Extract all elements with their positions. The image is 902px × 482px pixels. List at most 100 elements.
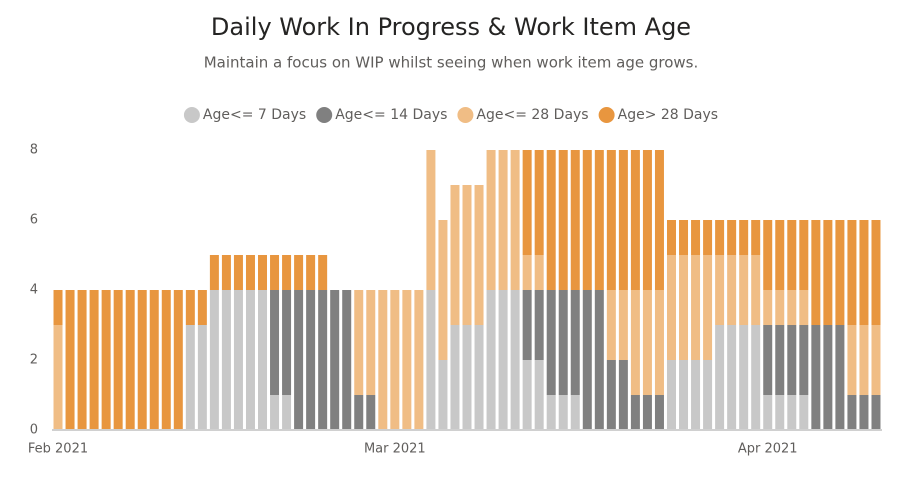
y-tick-label: 2 bbox=[30, 353, 38, 368]
legend-label: Age<= 28 Days bbox=[476, 107, 588, 123]
legend-marker bbox=[457, 107, 474, 123]
bar-segment bbox=[654, 395, 664, 430]
bar-segment bbox=[65, 290, 75, 430]
bar-segment bbox=[666, 255, 676, 360]
bar-segment bbox=[462, 325, 472, 430]
bar-segment bbox=[498, 150, 508, 290]
bar-segment bbox=[763, 220, 773, 290]
bar-segment bbox=[799, 395, 809, 430]
bar-segment bbox=[209, 290, 219, 430]
bar-segment bbox=[282, 290, 292, 395]
bar-segment bbox=[113, 290, 123, 430]
bar-segment bbox=[197, 325, 207, 430]
bar-segment bbox=[294, 255, 304, 290]
bar-segment bbox=[366, 395, 376, 430]
bar-segment bbox=[270, 255, 280, 290]
bar-segment bbox=[318, 255, 328, 290]
bar-segment bbox=[654, 150, 664, 290]
bar-segment bbox=[570, 290, 580, 395]
chart-title: Daily Work In Progress & Work Item Age bbox=[211, 13, 691, 41]
bar-segment bbox=[703, 220, 713, 255]
bar-segment bbox=[739, 255, 749, 325]
bar-segment bbox=[125, 290, 135, 430]
bar-segment bbox=[546, 395, 556, 430]
bar-segment bbox=[89, 290, 99, 430]
bar-segment bbox=[679, 220, 689, 255]
legend-label: Age<= 14 Days bbox=[335, 107, 447, 123]
bar-segment bbox=[871, 220, 881, 325]
bar-segment bbox=[245, 290, 255, 430]
bar-segment bbox=[751, 325, 761, 430]
bar-segment bbox=[53, 290, 63, 325]
bar-segment bbox=[282, 395, 292, 430]
bar-segment bbox=[77, 290, 87, 430]
bar-segment bbox=[715, 255, 725, 325]
bar-segment bbox=[402, 290, 412, 430]
bar-segment bbox=[654, 290, 664, 395]
bar-segment bbox=[739, 220, 749, 255]
bar-segment bbox=[342, 290, 352, 430]
bar-segment bbox=[606, 150, 616, 290]
bar-segment bbox=[835, 220, 845, 325]
bar-segment bbox=[233, 290, 243, 430]
bar-segment bbox=[715, 220, 725, 255]
y-tick-label: 4 bbox=[30, 283, 38, 298]
bar-segment bbox=[823, 325, 833, 430]
bar-segment bbox=[775, 395, 785, 430]
bar-segment bbox=[751, 255, 761, 325]
bar-segment bbox=[787, 220, 797, 290]
bar-segment bbox=[161, 290, 171, 430]
bar-segment bbox=[522, 150, 532, 255]
bar-segment bbox=[209, 255, 219, 290]
bar-segment bbox=[474, 185, 484, 325]
bar-segment bbox=[510, 150, 520, 290]
bar-segment bbox=[582, 290, 592, 430]
bar-segment bbox=[859, 325, 869, 395]
bar-segment bbox=[618, 290, 628, 360]
bar-segment bbox=[823, 220, 833, 325]
bar-segment bbox=[378, 290, 388, 430]
bar-segment bbox=[282, 255, 292, 290]
bar-segment bbox=[606, 360, 616, 430]
bar-segment bbox=[847, 325, 857, 395]
bar-segment bbox=[558, 290, 568, 395]
bar-segment bbox=[522, 290, 532, 360]
bar-segment bbox=[245, 255, 255, 290]
bar-segment bbox=[775, 220, 785, 290]
bar-segment bbox=[294, 290, 304, 430]
bar-segment bbox=[258, 290, 268, 430]
bar-segment bbox=[522, 360, 532, 430]
bar-segment bbox=[570, 395, 580, 430]
bar-segment bbox=[811, 325, 821, 430]
bar-segment bbox=[510, 290, 520, 430]
bar-segment bbox=[306, 255, 316, 290]
bar-segment bbox=[306, 290, 316, 430]
bar-segment bbox=[270, 395, 280, 430]
bar-segment bbox=[450, 185, 460, 325]
bar-segment bbox=[787, 325, 797, 395]
legend-marker bbox=[316, 107, 333, 123]
bar-segment bbox=[486, 150, 496, 290]
bar-segment bbox=[582, 150, 592, 290]
bar-segment bbox=[871, 395, 881, 430]
bar-segment bbox=[787, 290, 797, 325]
bar-segment bbox=[462, 185, 472, 325]
bar-segment bbox=[703, 360, 713, 430]
bar-segment bbox=[727, 255, 737, 325]
bar-segment bbox=[606, 290, 616, 360]
bar-segment bbox=[558, 150, 568, 290]
bar-segment bbox=[859, 220, 869, 325]
legend-label: Age> 28 Days bbox=[618, 107, 718, 123]
bar-segment bbox=[763, 325, 773, 395]
bar-segment bbox=[354, 395, 364, 430]
bar-segment bbox=[534, 290, 544, 360]
y-tick-label: 8 bbox=[30, 143, 38, 158]
bar-segment bbox=[270, 290, 280, 395]
bar-segment bbox=[173, 290, 183, 430]
bar-segment bbox=[534, 255, 544, 290]
bar-segment bbox=[703, 255, 713, 360]
x-tick-label: Feb 2021 bbox=[28, 442, 88, 457]
y-tick-label: 6 bbox=[30, 213, 38, 228]
bar-segment bbox=[630, 290, 640, 395]
